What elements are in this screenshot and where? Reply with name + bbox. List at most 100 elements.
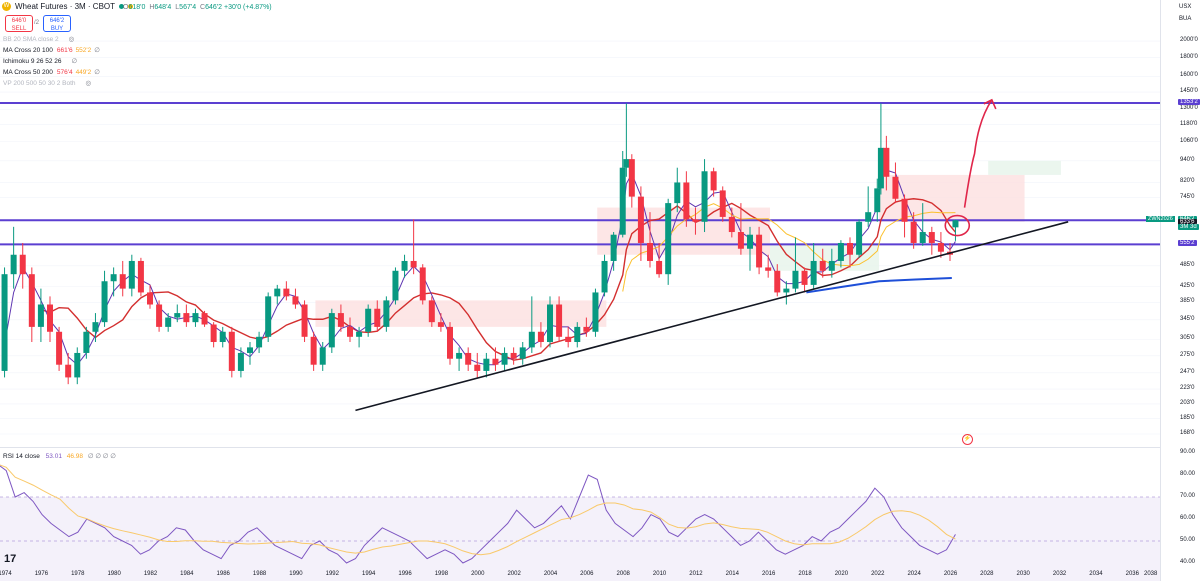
candle[interactable] <box>210 322 217 348</box>
candle[interactable] <box>547 296 553 348</box>
candle[interactable] <box>192 308 199 327</box>
candle[interactable] <box>419 264 426 305</box>
candle[interactable] <box>856 219 863 258</box>
candle[interactable] <box>937 232 944 258</box>
candle[interactable] <box>647 212 653 268</box>
candle[interactable] <box>774 264 781 297</box>
candle[interactable] <box>747 226 753 271</box>
candle[interactable] <box>574 322 581 348</box>
candle[interactable] <box>365 304 372 337</box>
candle[interactable] <box>456 347 463 371</box>
highlight-circle[interactable] <box>944 214 971 237</box>
candle[interactable] <box>119 260 126 297</box>
candle[interactable] <box>592 288 599 337</box>
candle[interactable] <box>765 254 772 278</box>
candle[interactable] <box>301 300 308 343</box>
candle[interactable] <box>428 296 435 327</box>
candle[interactable] <box>283 281 290 301</box>
candle[interactable] <box>619 150 626 238</box>
candle[interactable] <box>310 331 317 371</box>
candle[interactable] <box>83 326 90 359</box>
unit-label[interactable]: BUA <box>1179 16 1192 22</box>
indicator-row[interactable]: Ichimoku 9 26 52 26 ∅ <box>3 57 77 65</box>
indicator-row[interactable]: MA Cross 50 200 576'4 449'2 ∅ <box>3 68 100 76</box>
candle[interactable] <box>565 326 572 348</box>
candle[interactable] <box>810 242 817 289</box>
candle[interactable] <box>92 313 99 343</box>
sell-button[interactable]: 646'0 SELL <box>5 15 33 32</box>
visibility-icon[interactable]: ∅ <box>71 58 78 65</box>
candle[interactable] <box>337 304 344 332</box>
candle[interactable] <box>837 240 844 268</box>
candle[interactable] <box>756 226 763 275</box>
visibility-icon[interactable]: ∅ <box>94 69 100 76</box>
candle[interactable] <box>710 167 717 197</box>
candle[interactable] <box>901 194 908 238</box>
flash-icon[interactable]: ⚡ <box>962 434 973 445</box>
candle[interactable] <box>37 288 44 343</box>
candle[interactable] <box>928 226 935 255</box>
candle[interactable] <box>865 186 872 227</box>
candle[interactable] <box>783 281 790 305</box>
candle[interactable] <box>492 347 499 371</box>
candle[interactable] <box>101 270 108 327</box>
candle[interactable] <box>274 284 281 305</box>
indicator-row[interactable]: MA Cross 20 100 661'6 552'2 ∅ <box>3 46 100 54</box>
candle[interactable] <box>528 296 535 353</box>
candle[interactable] <box>1 267 8 378</box>
candle[interactable] <box>265 292 272 343</box>
currency-label[interactable]: USX <box>1179 4 1192 10</box>
candle[interactable] <box>437 313 444 332</box>
visibility-icon[interactable]: ◎ <box>85 80 92 87</box>
candle[interactable] <box>583 317 590 337</box>
candle[interactable] <box>10 226 17 289</box>
candle[interactable] <box>401 254 408 278</box>
candle[interactable] <box>910 212 917 249</box>
candle[interactable] <box>692 207 699 235</box>
candle[interactable] <box>919 203 926 246</box>
indicator-row[interactable]: VP 200 500 50 30 2 Both ◎ <box>3 79 91 87</box>
candle[interactable] <box>19 242 26 289</box>
visibility-icon[interactable]: ∅ <box>94 47 100 54</box>
candle[interactable] <box>410 219 417 275</box>
candle[interactable] <box>877 103 884 195</box>
tradingview-logo-icon[interactable]: 17 <box>4 553 17 565</box>
candle[interactable] <box>383 296 390 332</box>
candle[interactable] <box>219 326 226 348</box>
candle[interactable] <box>28 267 35 343</box>
candle[interactable] <box>228 326 235 378</box>
candle[interactable] <box>674 167 681 213</box>
candle[interactable] <box>356 326 363 348</box>
candle[interactable] <box>237 347 244 378</box>
candle[interactable] <box>347 317 353 343</box>
candle[interactable] <box>519 342 526 365</box>
candle[interactable] <box>510 347 517 365</box>
candle[interactable] <box>637 186 644 261</box>
candle[interactable] <box>819 248 826 278</box>
candle[interactable] <box>465 347 472 371</box>
projection-arrow[interactable] <box>963 99 993 208</box>
candle[interactable] <box>110 267 117 297</box>
pane-separator[interactable] <box>0 447 1160 448</box>
candle[interactable] <box>147 284 153 309</box>
candle[interactable] <box>319 342 326 371</box>
candle[interactable] <box>801 267 808 293</box>
candle[interactable] <box>701 159 708 233</box>
candle[interactable] <box>656 242 663 278</box>
candle[interactable] <box>737 203 744 255</box>
candle[interactable] <box>65 352 72 385</box>
candle[interactable] <box>483 352 490 378</box>
candle[interactable] <box>537 322 544 348</box>
candle[interactable] <box>474 352 481 378</box>
candle[interactable] <box>628 154 635 208</box>
candle[interactable] <box>137 257 144 297</box>
indicator-row[interactable]: BB 20 SMA close 2 ◎ <box>3 35 74 43</box>
candle[interactable] <box>623 103 630 177</box>
candle[interactable] <box>665 198 672 285</box>
visibility-icon[interactable]: ◎ <box>68 36 75 43</box>
candle[interactable] <box>728 207 735 238</box>
price-axis[interactable] <box>1160 0 1200 581</box>
candle[interactable] <box>292 288 299 309</box>
candle[interactable] <box>392 267 399 305</box>
